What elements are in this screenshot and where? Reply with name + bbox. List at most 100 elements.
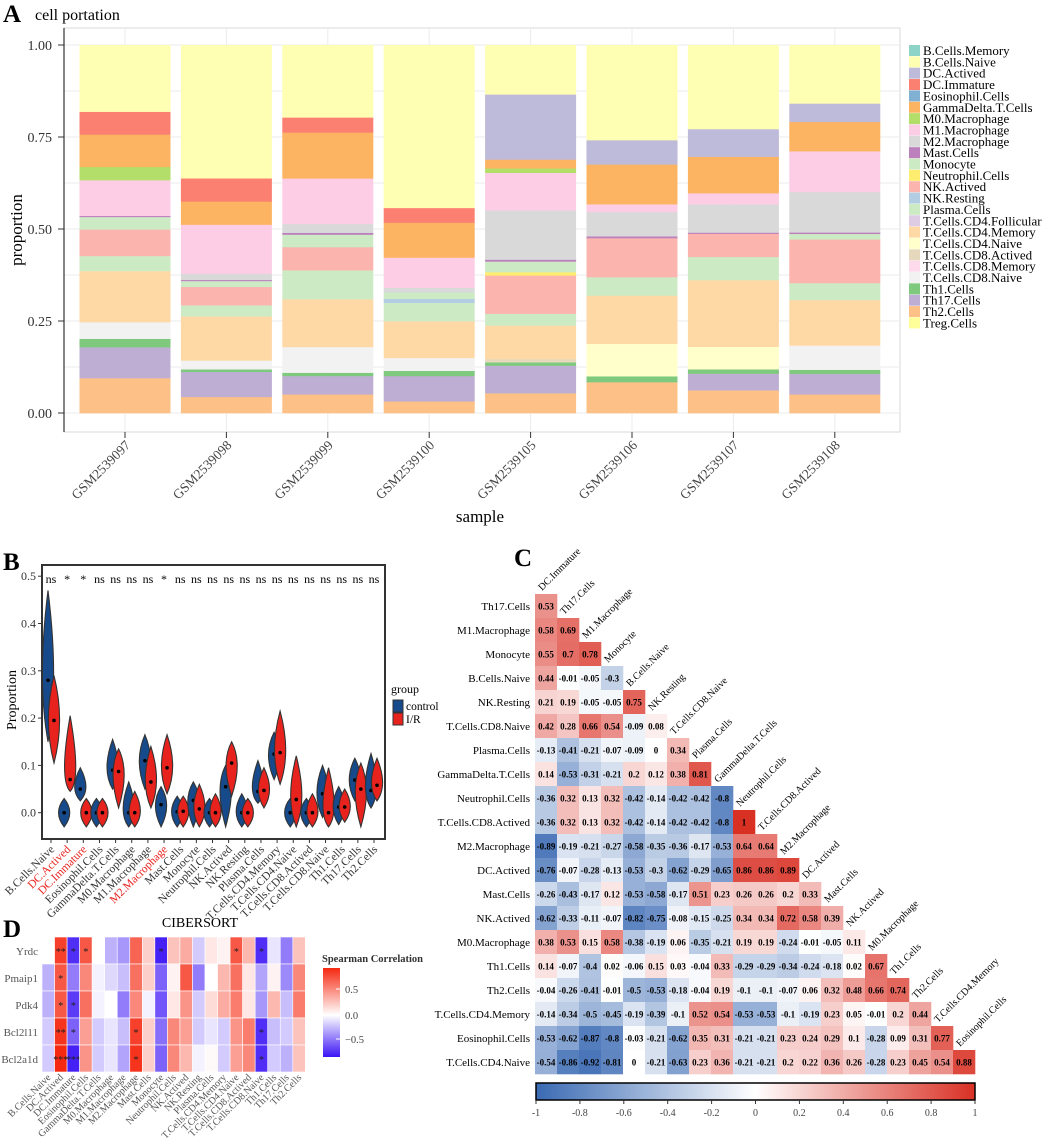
heatmap-cell: [104, 963, 118, 992]
heatmap-cell: [733, 954, 756, 979]
heatmap-cell: [154, 1044, 168, 1073]
cell-value: -0.36: [669, 842, 688, 852]
cell-value: -0.41: [559, 746, 578, 756]
significance-star: ***: [66, 1055, 81, 1066]
median-point: [165, 765, 169, 770]
heatmap-cell: [601, 954, 624, 979]
bar-segment: [79, 347, 171, 379]
cell-value: -0.21: [735, 1034, 754, 1044]
cell-value: -0.45: [603, 1010, 622, 1020]
heatmap-cell: [167, 963, 181, 992]
bar-segment: [586, 238, 678, 278]
cell-value: -0.01: [559, 674, 578, 684]
heatmap-cell: [142, 963, 156, 992]
bar-segment: [687, 369, 779, 374]
row-label: M1.Macrophage: [457, 625, 530, 637]
cell-value: 0.14: [538, 770, 554, 780]
row-label: T.Cells.CD4.Naive: [446, 1057, 530, 1069]
bar-segment: [586, 211, 678, 237]
bar-segment: [586, 236, 678, 239]
heatmap-cell: [242, 963, 256, 992]
bar-segment: [485, 275, 577, 314]
heatmap-cell: [645, 1026, 668, 1051]
bar-segment: [383, 321, 475, 359]
cell-value: 0.23: [890, 1058, 906, 1068]
heatmap-cell: [733, 834, 756, 859]
violin-ir: [257, 766, 271, 809]
heatmap-cell: [689, 954, 712, 979]
cell-value: -0.24: [779, 938, 798, 948]
legend-swatch: [392, 699, 404, 713]
bar-segment: [687, 233, 779, 258]
cell-value: -0.58: [625, 842, 644, 852]
heatmap-cell: [711, 882, 734, 907]
row-label: DC.Actived: [477, 865, 530, 877]
heatmap-cell: [799, 882, 822, 907]
cell-value: -0.05: [823, 938, 842, 948]
heatmap-cell: [953, 1050, 976, 1075]
bar-segment: [383, 302, 475, 322]
cell-value: 0.12: [604, 890, 620, 900]
bar-segment: [180, 305, 272, 317]
heatmap-cell: [733, 858, 756, 883]
median-point: [223, 784, 228, 789]
cell-value: -0.62: [669, 1034, 688, 1044]
bar-segment: [789, 373, 881, 395]
bar-segment: [180, 178, 272, 202]
legend-label: B.Cells.Memory: [923, 43, 1010, 58]
heatmap-cell: [204, 1017, 218, 1046]
heatmap-cell: [821, 1002, 844, 1027]
legend-colorbar: [323, 968, 340, 1057]
cell-value: -0.11: [581, 914, 600, 924]
heatmap-cell: [142, 990, 156, 1019]
median-point: [181, 809, 185, 814]
x-tick-label: GSM2539098: [170, 437, 235, 502]
median-point: [213, 810, 218, 815]
cell-value: -0.05: [581, 698, 600, 708]
heatmap-cell: [557, 1026, 580, 1051]
cell-value: -0.21: [735, 1058, 754, 1068]
bar-segment: [282, 223, 374, 233]
row-label: Pdk4: [15, 1000, 38, 1012]
y-tick-label: 0.3: [21, 664, 36, 678]
heatmap-cell: [667, 786, 690, 811]
cell-value: -0.5: [627, 986, 642, 996]
heatmap-cell: [79, 1017, 93, 1046]
heatmap-cell: [755, 930, 778, 955]
heatmap-cell: [623, 1002, 646, 1027]
heatmap-cell: [204, 990, 218, 1019]
heatmap-cell: [579, 882, 602, 907]
heatmap-cell: [579, 738, 602, 763]
heatmap-cell: [535, 978, 558, 1003]
cell-value: 0.31: [714, 1034, 730, 1044]
heatmap-cell: [129, 990, 143, 1019]
heatmap-cell: [279, 990, 294, 1019]
panel-b-violin-plot: 0.00.10.20.30.40.5ProportionnsB.Cells.Na…: [3, 564, 439, 923]
cell-value: 0.78: [582, 650, 598, 660]
cell-value: -0.34: [559, 1010, 578, 1020]
heatmap-cell: [167, 1017, 181, 1046]
y-tick-label: 0.00: [28, 407, 53, 422]
heatmap-cell: [645, 906, 668, 931]
cell-value: -0.53: [625, 866, 644, 876]
cell-value: 0.89: [780, 866, 796, 876]
bar-segment: [282, 375, 374, 395]
median-point: [326, 810, 331, 815]
heatmap-cell: [711, 954, 734, 979]
cell-value: 0.32: [604, 818, 620, 828]
cell-value: 0.64: [736, 842, 752, 852]
heatmap-cell: [755, 858, 778, 883]
cell-value: 0.14: [538, 962, 554, 972]
bar-segment: [485, 45, 577, 95]
legend-swatch: [909, 294, 920, 306]
heatmap-cell: [279, 936, 294, 965]
heatmap-cell: [229, 990, 243, 1019]
heatmap-cell: [579, 810, 602, 835]
heatmap-cell: [557, 738, 580, 763]
column-label: NK.Resting: [646, 672, 687, 713]
bar-segment: [180, 279, 272, 282]
heatmap-cell: [557, 978, 580, 1003]
legend-label: NK.Actived: [923, 179, 987, 194]
heatmap-cell: [711, 978, 734, 1003]
